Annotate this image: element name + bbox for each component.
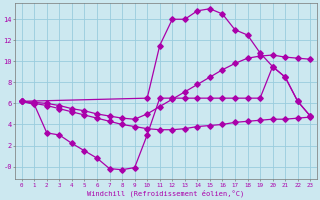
X-axis label: Windchill (Refroidissement éolien,°C): Windchill (Refroidissement éolien,°C) [87,189,244,197]
